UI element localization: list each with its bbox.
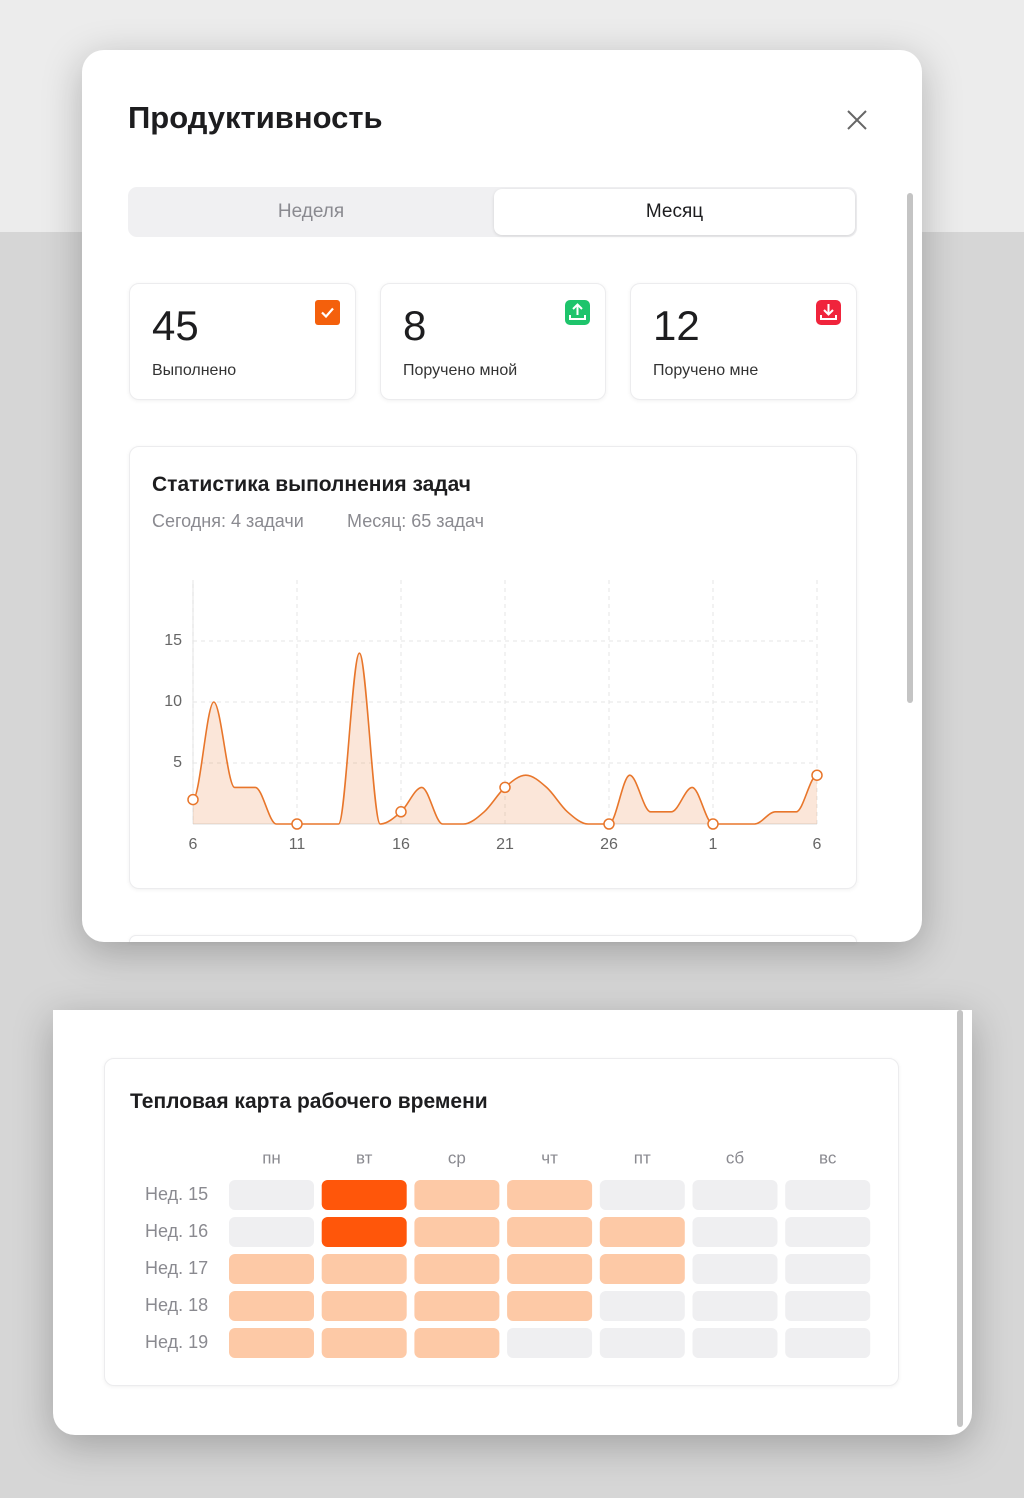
x-tick-label: 21 (496, 836, 514, 853)
heat-cell (507, 1217, 593, 1247)
stat-value: 8 (403, 302, 427, 349)
heat-cell (507, 1291, 593, 1321)
heat-cell (785, 1291, 871, 1321)
scrollbar[interactable] (907, 193, 913, 703)
chart-subtitle: Сегодня: 4 задачи (152, 511, 304, 531)
stat-label: Поручено мне (653, 362, 759, 379)
heat-cell (229, 1328, 314, 1358)
point-marker (811, 769, 823, 781)
assigned-to-me-icon (816, 300, 841, 325)
point-marker (707, 818, 719, 830)
heat-cell (599, 1217, 685, 1247)
point-marker (187, 793, 199, 806)
heat-cell (229, 1217, 314, 1247)
column-label: пт (634, 1148, 651, 1167)
heat-cell (507, 1180, 593, 1210)
x-tick-label: 6 (189, 836, 198, 853)
area (193, 653, 817, 824)
point-marker (291, 818, 303, 830)
heat-cell (321, 1217, 407, 1247)
scrollbar[interactable] (957, 1010, 963, 1427)
column-label: вс (819, 1148, 837, 1167)
y-tick-label: 5 (173, 754, 182, 771)
heat-cell (692, 1291, 778, 1321)
heat-cell (414, 1217, 500, 1247)
next-card-edge (129, 935, 857, 942)
column-label: сб (726, 1148, 745, 1167)
x-tick-label: 16 (392, 836, 410, 853)
heat-cell (414, 1291, 500, 1321)
x-tick-label: 1 (709, 836, 718, 853)
tab[interactable]: Неделя (277, 201, 345, 222)
heat-cell (785, 1328, 871, 1358)
heat-cell (229, 1291, 314, 1321)
stat-card (380, 283, 606, 400)
column-label: вт (356, 1148, 373, 1167)
row-label: Нед. 15 (145, 1184, 208, 1204)
chart-title: Статистика выполнения задач (152, 473, 471, 496)
y-tick-label: 15 (164, 632, 182, 649)
heat-cell (507, 1328, 593, 1358)
heat-cell (692, 1217, 778, 1247)
y-tick-label: 10 (164, 693, 182, 710)
done-icon (315, 300, 340, 325)
heat-cell (321, 1328, 407, 1358)
heat-cell (414, 1328, 500, 1358)
stat-value: 45 (152, 302, 199, 349)
close-button[interactable] (844, 107, 870, 133)
heat-cell (229, 1254, 314, 1284)
row-label: Нед. 19 (145, 1332, 208, 1352)
heat-cell (692, 1254, 778, 1284)
heat-cell (229, 1180, 314, 1210)
heat-cell (785, 1217, 871, 1247)
heatmap-title: Тепловая карта рабочего времени (130, 1090, 488, 1113)
column-label: ср (448, 1148, 466, 1167)
heat-cell (599, 1328, 685, 1358)
chart-subtitle: Месяц: 65 задач (347, 511, 485, 531)
row-label: Нед. 17 (145, 1258, 208, 1278)
heat-cell (785, 1180, 871, 1210)
heat-cell (785, 1254, 871, 1284)
heat-cell (599, 1291, 685, 1321)
heat-cell (414, 1254, 500, 1284)
column-label: чт (541, 1148, 558, 1167)
heat-cell (321, 1291, 407, 1321)
column-label: пн (262, 1148, 281, 1167)
row-label: Нед. 16 (145, 1221, 208, 1241)
heat-cell (507, 1254, 593, 1284)
stat-label: Выполнено (152, 362, 237, 379)
heat-cell (692, 1180, 778, 1210)
stat-label: Поручено мной (403, 362, 518, 379)
modal-title: Продуктивность (128, 100, 383, 135)
heat-cell (321, 1254, 407, 1284)
row-label: Нед. 18 (145, 1295, 208, 1315)
heat-cell (321, 1180, 407, 1210)
x-tick-label: 6 (813, 836, 822, 853)
point-marker (603, 818, 615, 830)
chart-card (129, 446, 857, 889)
x-tick-label: 26 (600, 836, 618, 853)
heat-cell (599, 1180, 685, 1210)
x-tick-label: 11 (289, 836, 306, 853)
heat-cell (414, 1180, 500, 1210)
assigned-by-me-icon (565, 300, 590, 325)
tab[interactable]: Месяц (494, 189, 855, 235)
stat-value: 12 (653, 302, 700, 349)
point-marker (395, 806, 407, 818)
heat-cell (599, 1254, 685, 1284)
heat-cell (692, 1328, 778, 1358)
point-marker (499, 781, 511, 794)
